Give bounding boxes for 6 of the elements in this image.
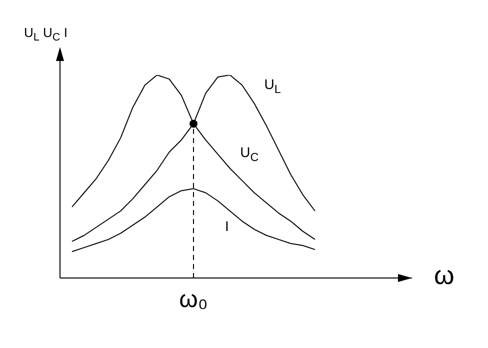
y-axis-title: U$_{L}$ U$_{C}$ I <box>24 24 68 44</box>
x-axis-title: ω <box>434 260 454 290</box>
series-label: U$_{L}$ <box>264 76 281 96</box>
series-label: I <box>224 218 229 234</box>
series-label: U$_{C}$ <box>240 144 259 164</box>
text: ω₀ <box>179 286 208 313</box>
